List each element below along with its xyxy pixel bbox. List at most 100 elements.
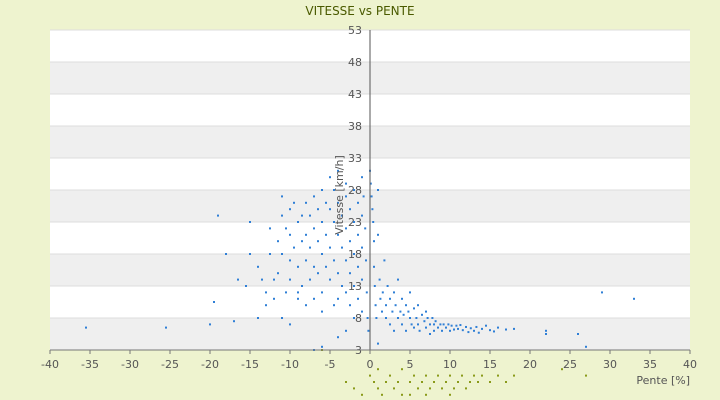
data-point [281, 214, 283, 217]
x-tick-label: 35 [643, 358, 657, 371]
x-axis-label: Pente [%] [636, 374, 690, 387]
data-point [381, 310, 383, 313]
data-point [407, 310, 410, 313]
data-point [217, 214, 219, 217]
x-axis-tick-labels: -40 -35 -30 -25 -20 -15 -10 -5 0 5 10 15 20 25 30 35 40 [41, 350, 697, 371]
secondary-data-point [413, 374, 415, 377]
data-point [377, 233, 379, 236]
data-point [413, 307, 415, 310]
data-point [333, 189, 335, 191]
data-point [345, 329, 347, 332]
data-point [433, 329, 435, 332]
data-point [361, 310, 363, 313]
data-point [353, 189, 355, 191]
data-point [317, 272, 319, 275]
data-point [383, 259, 386, 262]
data-point [325, 233, 327, 236]
secondary-data-point [381, 393, 383, 396]
data-point [233, 320, 235, 323]
data-point [273, 278, 275, 281]
x-tick-label: 20 [523, 358, 537, 371]
data-point [397, 317, 399, 319]
x-tick-label: -30 [121, 358, 139, 371]
data-point [353, 253, 355, 255]
data-point [459, 324, 462, 327]
data-point [373, 285, 376, 287]
data-point [237, 278, 239, 281]
data-point [405, 304, 407, 307]
data-point [369, 182, 372, 185]
data-point [377, 189, 379, 191]
secondary-data-point [461, 374, 463, 377]
data-point [337, 169, 339, 172]
data-point [467, 331, 470, 334]
data-point [489, 329, 491, 332]
y-axis-label: Vitesse [km/h] [333, 155, 346, 235]
data-point [585, 345, 587, 348]
data-point [633, 297, 635, 300]
data-point [305, 259, 307, 262]
data-point [337, 297, 339, 300]
data-point [437, 326, 439, 329]
data-point [337, 336, 339, 339]
secondary-data-point [449, 393, 451, 396]
data-point [361, 214, 363, 217]
data-point [349, 272, 351, 275]
data-point [421, 313, 423, 316]
data-point [365, 291, 368, 294]
data-point [257, 317, 259, 319]
data-point [333, 259, 335, 262]
data-point [85, 326, 87, 329]
data-point [373, 265, 375, 268]
data-point [297, 265, 299, 268]
data-point [385, 304, 387, 307]
secondary-data-point [385, 381, 387, 383]
data-point [277, 240, 279, 243]
secondary-data-point [585, 374, 587, 377]
data-point [265, 291, 267, 294]
data-point [431, 317, 434, 319]
data-point [418, 329, 421, 332]
data-point [391, 310, 394, 313]
data-point [465, 325, 467, 328]
data-point [425, 326, 427, 329]
data-point [373, 240, 375, 243]
data-point [213, 301, 215, 303]
secondary-data-point [373, 381, 375, 383]
data-point [317, 208, 319, 211]
data-point [313, 195, 315, 198]
data-point [473, 329, 475, 332]
data-point [305, 304, 307, 307]
data-point [372, 221, 375, 223]
data-point [333, 221, 335, 223]
x-tick-label: 5 [407, 358, 414, 371]
data-point [289, 208, 291, 211]
data-point [225, 253, 227, 255]
data-point [475, 325, 478, 328]
data-point [305, 201, 307, 204]
data-point [333, 304, 335, 307]
secondary-data-point [437, 374, 439, 377]
data-point [357, 233, 359, 236]
data-point [209, 323, 211, 326]
y-tick-label: 8 [355, 312, 362, 325]
data-point [269, 253, 271, 255]
x-tick-label: 25 [563, 358, 577, 371]
data-point [469, 327, 472, 330]
data-point [389, 323, 391, 326]
data-point [265, 304, 267, 307]
secondary-data-point [465, 387, 467, 390]
data-point [397, 278, 399, 281]
data-point [434, 320, 437, 323]
data-point [285, 227, 287, 230]
data-point [321, 291, 323, 294]
y-tick-label: 43 [348, 88, 362, 101]
data-point [545, 329, 547, 332]
secondary-data-point [361, 393, 363, 396]
data-point [313, 265, 315, 268]
data-point [425, 310, 427, 313]
data-point [329, 208, 331, 211]
data-point [401, 323, 403, 326]
data-point [375, 317, 378, 319]
secondary-data-point [457, 381, 459, 383]
